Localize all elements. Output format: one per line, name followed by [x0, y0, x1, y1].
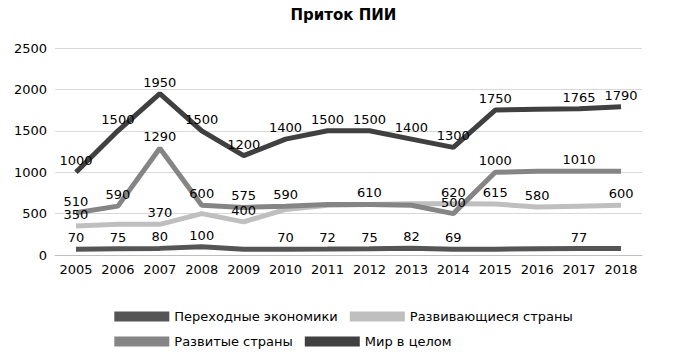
- svg-text:600: 600: [189, 186, 214, 201]
- svg-text:82: 82: [403, 229, 420, 244]
- svg-text:1010: 1010: [563, 152, 596, 167]
- svg-text:2005: 2005: [59, 262, 92, 277]
- svg-text:2015: 2015: [479, 262, 512, 277]
- svg-text:77: 77: [571, 230, 588, 245]
- svg-text:620: 620: [440, 184, 466, 200]
- svg-text:1400: 1400: [269, 120, 302, 135]
- svg-text:1750: 1750: [479, 91, 512, 106]
- svg-text:2500: 2500: [14, 41, 47, 56]
- svg-text:580: 580: [525, 188, 550, 203]
- svg-text:2011: 2011: [311, 262, 344, 277]
- svg-text:1200: 1200: [227, 137, 260, 152]
- svg-text:2018: 2018: [604, 262, 637, 277]
- svg-text:1790: 1790: [604, 88, 637, 103]
- svg-text:1500: 1500: [185, 112, 218, 127]
- svg-text:Мир в целом: Мир в целом: [365, 334, 452, 349]
- svg-text:2000: 2000: [14, 82, 47, 97]
- svg-text:2016: 2016: [521, 262, 554, 277]
- svg-text:1290: 1290: [143, 129, 176, 144]
- svg-text:400: 400: [231, 203, 256, 218]
- svg-text:1765: 1765: [563, 90, 596, 105]
- svg-text:70: 70: [68, 230, 85, 245]
- svg-text:2013: 2013: [395, 262, 428, 277]
- svg-text:69: 69: [445, 230, 462, 245]
- svg-text:1500: 1500: [311, 112, 344, 127]
- svg-text:2017: 2017: [563, 262, 596, 277]
- svg-text:2008: 2008: [185, 262, 218, 277]
- svg-text:1500: 1500: [353, 112, 386, 127]
- svg-text:2009: 2009: [227, 262, 260, 277]
- svg-text:0: 0: [39, 248, 47, 263]
- svg-text:2010: 2010: [269, 262, 302, 277]
- svg-text:500: 500: [441, 195, 466, 210]
- svg-text:610: 610: [357, 185, 382, 200]
- svg-text:2014: 2014: [437, 262, 470, 277]
- svg-text:70: 70: [277, 230, 294, 245]
- svg-text:370: 370: [147, 205, 172, 220]
- svg-text:Развитые страны: Развитые страны: [174, 334, 293, 349]
- svg-text:575: 575: [231, 188, 256, 203]
- svg-text:615: 615: [483, 185, 508, 200]
- svg-text:1950: 1950: [143, 75, 176, 90]
- svg-text:Приток ПИИ: Приток ПИИ: [291, 6, 397, 24]
- svg-text:2007: 2007: [143, 262, 176, 277]
- svg-text:2012: 2012: [353, 262, 386, 277]
- svg-text:510: 510: [64, 194, 89, 209]
- svg-text:1400: 1400: [395, 120, 428, 135]
- svg-text:1300: 1300: [437, 128, 470, 143]
- svg-text:1000: 1000: [59, 153, 92, 168]
- svg-text:1500: 1500: [14, 123, 47, 138]
- svg-text:1000: 1000: [14, 165, 47, 180]
- svg-text:350: 350: [64, 207, 89, 222]
- svg-text:500: 500: [22, 206, 47, 221]
- svg-text:80: 80: [152, 229, 169, 244]
- svg-text:Переходные экономики: Переходные экономики: [174, 309, 338, 324]
- svg-text:590: 590: [105, 187, 130, 202]
- svg-text:1500: 1500: [101, 112, 134, 127]
- svg-text:2006: 2006: [101, 262, 134, 277]
- svg-text:590: 590: [273, 187, 298, 202]
- svg-text:100: 100: [189, 228, 214, 243]
- svg-text:75: 75: [361, 230, 378, 245]
- svg-text:Развивающиеся страны: Развивающиеся страны: [410, 309, 573, 324]
- svg-text:1000: 1000: [479, 153, 512, 168]
- svg-text:600: 600: [609, 186, 634, 201]
- svg-text:72: 72: [319, 230, 336, 245]
- svg-text:75: 75: [110, 230, 127, 245]
